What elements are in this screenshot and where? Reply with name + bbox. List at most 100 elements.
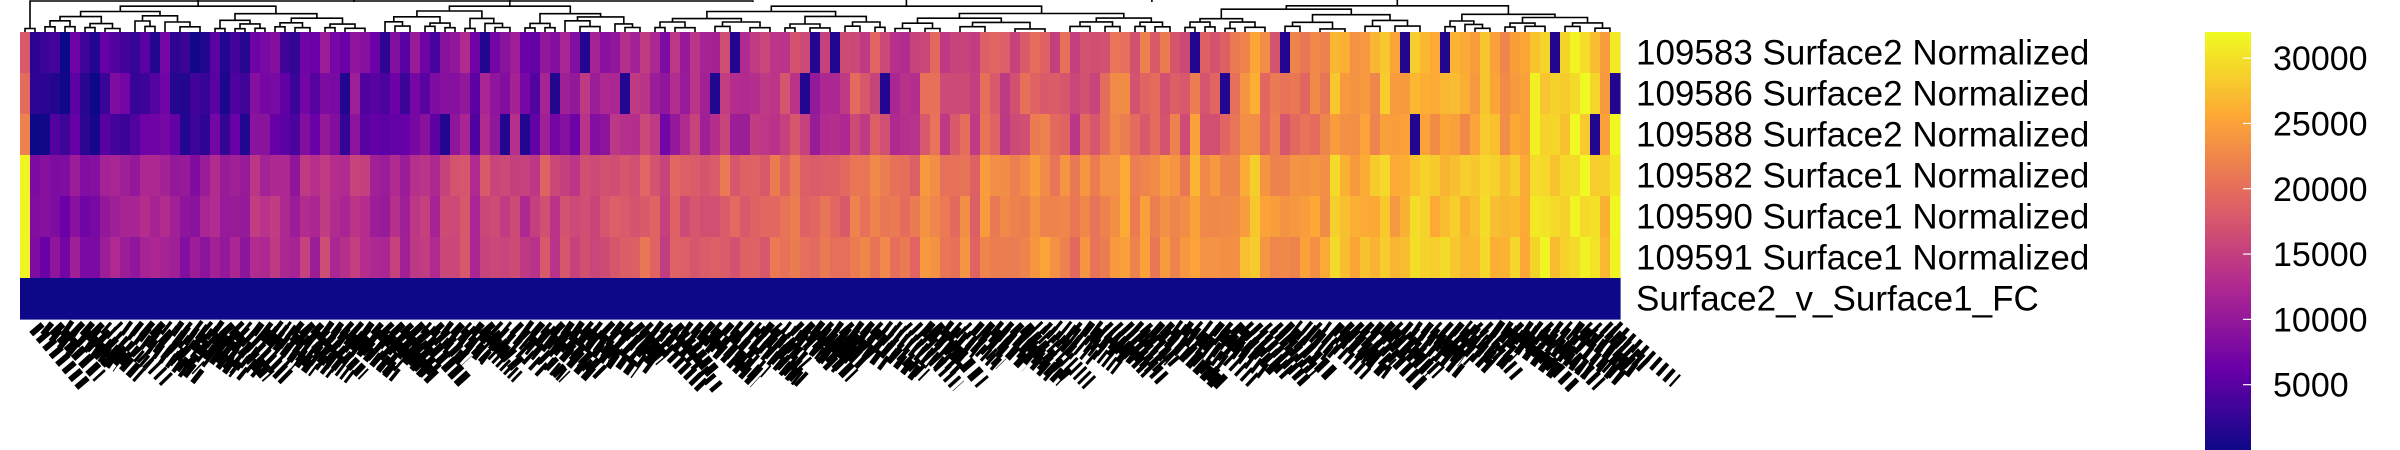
colorbar-swatch <box>2205 373 2251 378</box>
dendrogram-branch <box>1224 27 1236 32</box>
colorbar-swatch <box>2205 98 2251 103</box>
heatmap-cell <box>1590 114 1601 156</box>
heatmap-cell <box>1140 237 1151 279</box>
heatmap-cell <box>260 32 271 74</box>
dendrogram-branch <box>1594 27 1611 32</box>
colorbar-swatch <box>2205 394 2251 399</box>
heatmap-cell <box>800 114 811 156</box>
heatmap-cell <box>470 237 481 279</box>
heatmap-cell <box>450 114 461 156</box>
heatmap-cell <box>560 278 571 320</box>
heatmap-cell <box>340 114 351 156</box>
colorbar-swatch <box>2205 380 2251 385</box>
heatmap-cell <box>1610 114 1621 156</box>
heatmap-cell <box>110 32 121 74</box>
heatmap-cell <box>1460 155 1471 197</box>
heatmap-cell <box>1310 237 1321 279</box>
heatmap-cell <box>450 237 461 279</box>
heatmap-cell <box>450 73 461 115</box>
heatmap-cell <box>640 278 651 320</box>
heatmap-cell <box>1550 155 1561 197</box>
heatmap-cell <box>570 114 581 156</box>
colorbar-swatch <box>2205 178 2251 183</box>
heatmap-cell <box>800 155 811 197</box>
heatmap-cell <box>260 114 271 156</box>
heatmap-cell <box>210 114 221 156</box>
heatmap-cell <box>230 32 241 74</box>
heatmap-cell <box>760 114 771 156</box>
heatmap-cell <box>740 114 751 156</box>
heatmap-cell <box>1250 278 1261 320</box>
heatmap-cell <box>330 155 341 197</box>
heatmap-cell <box>490 73 501 115</box>
column-label <box>669 322 719 378</box>
heatmap-cell <box>1540 155 1551 197</box>
heatmap-cell <box>1050 155 1061 197</box>
heatmap-cell <box>170 278 181 320</box>
heatmap-cell <box>1480 237 1491 279</box>
heatmap-cell <box>600 73 611 115</box>
heatmap-cell <box>1340 155 1351 197</box>
heatmap-cell <box>1220 237 1231 279</box>
heatmap-cell <box>1410 114 1421 156</box>
heatmap-cell <box>1020 32 1031 74</box>
heatmap-cell <box>1420 237 1431 279</box>
heatmap-cell <box>340 196 351 238</box>
heatmap-cell <box>760 196 771 238</box>
heatmap-cell <box>1320 237 1331 279</box>
heatmap-cell <box>850 155 861 197</box>
colorbar-swatch <box>2205 133 2251 138</box>
colorbar-swatch <box>2205 303 2251 308</box>
heatmap-cell <box>190 73 201 115</box>
heatmap-cell <box>1450 73 1461 115</box>
colorbar-swatch <box>2205 91 2251 96</box>
heatmap-cell <box>960 73 971 115</box>
heatmap-cell <box>770 278 781 320</box>
heatmap-cell <box>1030 114 1041 156</box>
colorbar-swatch <box>2205 234 2251 239</box>
heatmap-cell <box>1540 114 1551 156</box>
heatmap-cell <box>1090 32 1101 74</box>
heatmap-cell <box>270 237 281 279</box>
heatmap-cell <box>1390 73 1401 115</box>
heatmap-cell <box>1360 73 1371 115</box>
heatmap-cell <box>320 278 331 320</box>
dendrogram-branch <box>344 27 366 32</box>
heatmap-cell <box>340 155 351 197</box>
heatmap-cell <box>20 114 31 156</box>
heatmap-cell <box>740 32 751 74</box>
heatmap-cell <box>1320 73 1331 115</box>
heatmap-cell <box>1100 32 1111 74</box>
heatmap-cell <box>60 32 71 74</box>
dendrogram-branch <box>894 27 911 32</box>
heatmap-cell <box>360 155 371 197</box>
heatmap-cell <box>1180 155 1191 197</box>
heatmap-cell <box>1120 237 1131 279</box>
heatmap-cell <box>380 196 391 238</box>
heatmap-cell <box>90 196 101 238</box>
heatmap-cell <box>650 73 661 115</box>
heatmap-cell <box>1510 155 1521 197</box>
heatmap-cell <box>1030 278 1041 320</box>
heatmap-cell <box>310 196 321 238</box>
heatmap-cell <box>1500 32 1511 74</box>
heatmap-cell <box>1440 237 1451 279</box>
heatmap-cell <box>30 278 41 320</box>
heatmap-cell <box>840 114 851 156</box>
heatmap-cell <box>1560 237 1571 279</box>
heatmap-cell <box>300 73 311 115</box>
heatmap-cell <box>1190 114 1201 156</box>
colorbar-swatch <box>2205 355 2251 361</box>
heatmap-cell <box>1150 196 1161 238</box>
heatmap-cell <box>280 114 291 156</box>
heatmap-cell <box>620 278 631 320</box>
heatmap-cell <box>720 237 731 279</box>
heatmap-cell <box>750 196 761 238</box>
heatmap-cell <box>530 237 541 279</box>
heatmap-cell <box>840 278 851 320</box>
heatmap-cell <box>980 73 991 115</box>
dendrogram-branch <box>539 12 602 24</box>
heatmap-cell <box>1300 114 1311 156</box>
heatmap-cell <box>1150 32 1161 74</box>
heatmap-cell <box>180 196 191 238</box>
